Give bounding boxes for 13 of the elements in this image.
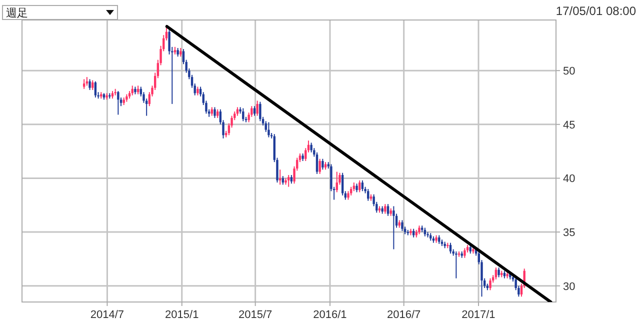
x-tick-label: 2014/7 [90, 309, 124, 321]
x-tick-label: 2017/1 [462, 309, 496, 321]
dropdown: 週足 [2, 5, 118, 20]
x-tick-label: 2015/1 [165, 309, 199, 321]
text: 17/05/01 08:00 [556, 4, 636, 18]
y-tick-label: 45 [563, 119, 576, 132]
y-tick-label: 35 [563, 227, 576, 240]
y-tick-label: 40 [563, 173, 576, 186]
x-tick-label: 2016/7 [387, 309, 421, 321]
y-tick-label: 30 [563, 280, 576, 293]
x-tick-label: 2015/7 [238, 309, 272, 321]
x-tick-label: 2016/1 [313, 309, 347, 321]
y-tick-label: 50 [563, 66, 576, 78]
